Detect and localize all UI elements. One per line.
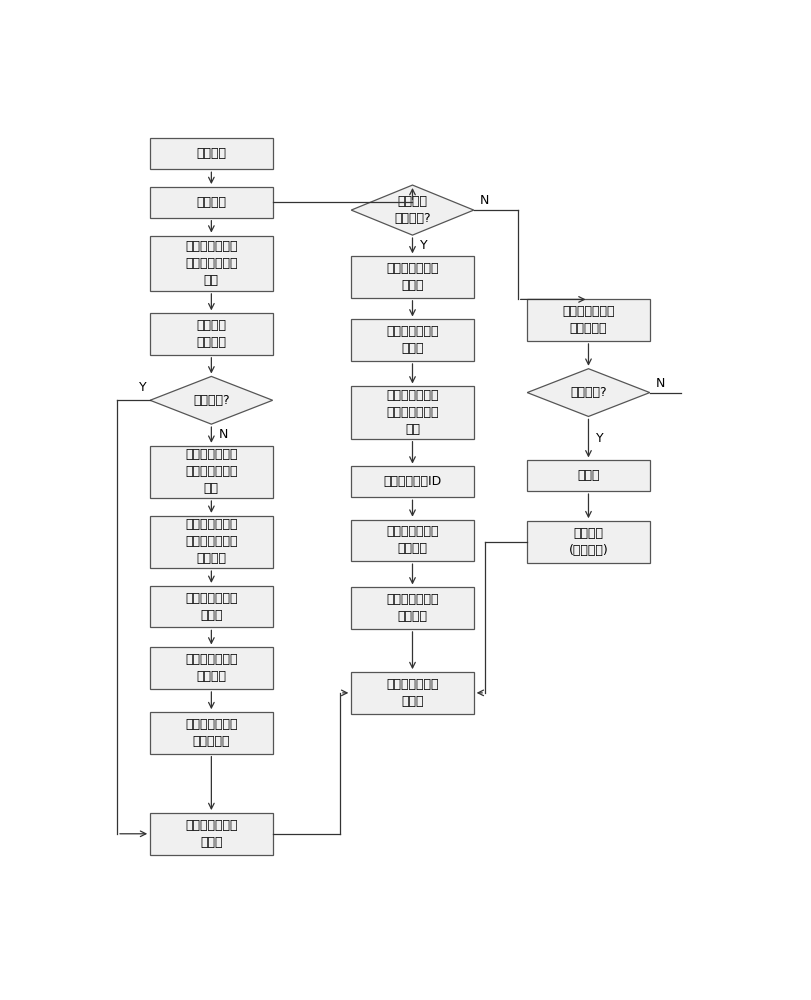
FancyBboxPatch shape [150,586,272,627]
FancyBboxPatch shape [150,712,272,754]
FancyBboxPatch shape [351,520,474,561]
Text: N: N [656,377,665,390]
Polygon shape [527,369,650,416]
Text: 判断各声源的粒
子退化程度: 判断各声源的粒 子退化程度 [562,305,615,335]
Text: Y: Y [596,432,603,445]
Text: 数量为零?: 数量为零? [193,394,230,407]
Text: 初始化新声源存
在概率以及活跃
概率: 初始化新声源存 在概率以及活跃 概率 [386,389,439,436]
FancyBboxPatch shape [150,516,272,568]
Text: 重采样: 重采样 [577,469,599,482]
FancyBboxPatch shape [150,187,272,218]
Text: Y: Y [139,381,147,394]
Text: 更新各声源的粒
子权重: 更新各声源的粒 子权重 [185,592,238,622]
Text: 开启新声源试用
期计时器: 开启新声源试用 期计时器 [386,593,439,623]
Text: 谱峰判定
为新声源?: 谱峰判定 为新声源? [394,195,431,225]
FancyBboxPatch shape [351,319,474,361]
Text: 检查当前
声源数量: 检查当前 声源数量 [196,319,226,349]
Text: 波束形成: 波束形成 [196,147,226,160]
Text: 监测跟踪声源活
跃状态并删除非
活跃声源: 监测跟踪声源活 跃状态并删除非 活跃声源 [185,518,238,565]
Text: 谱峰搜索: 谱峰搜索 [196,196,226,209]
FancyBboxPatch shape [150,647,272,689]
FancyBboxPatch shape [527,460,650,491]
FancyBboxPatch shape [351,256,474,298]
Text: 评估试用声源存
在概率并删除伪
声源: 评估试用声源存 在概率并删除伪 声源 [185,448,238,495]
Text: 预测各声源的粒
子状态: 预测各声源的粒 子状态 [386,678,439,708]
Text: 初始化新声源粒
子状态: 初始化新声源粒 子状态 [386,325,439,355]
Text: N: N [480,194,489,207]
FancyBboxPatch shape [351,386,474,439]
FancyBboxPatch shape [351,587,474,629]
FancyBboxPatch shape [527,521,650,563]
Text: 退化严重?: 退化严重? [570,386,607,399]
FancyBboxPatch shape [150,138,272,169]
Polygon shape [150,376,272,424]
FancyBboxPatch shape [150,446,272,498]
FancyBboxPatch shape [351,466,474,497]
FancyBboxPatch shape [527,299,650,341]
Text: 波束形成
(下一循环): 波束形成 (下一循环) [569,527,608,557]
Text: 预测各声源的先
验活跃概率: 预测各声源的先 验活跃概率 [185,718,238,748]
Text: 标记新声源进入
试用阶段: 标记新声源进入 试用阶段 [386,525,439,555]
FancyBboxPatch shape [150,236,272,291]
Text: N: N [219,428,228,441]
Text: 为新声源分配ID: 为新声源分配ID [384,475,442,488]
Text: 检测各谱峰的匹
配概率: 检测各谱峰的匹 配概率 [185,819,238,849]
FancyBboxPatch shape [351,672,474,714]
Text: Y: Y [420,239,427,252]
Text: 计算当前时刻各
声源位置: 计算当前时刻各 声源位置 [185,653,238,683]
Text: 激活新声源粒子
滤波器: 激活新声源粒子 滤波器 [386,262,439,292]
Polygon shape [351,185,474,235]
Text: 计算空间谱峰与
跟踪声源的匹配
概率: 计算空间谱峰与 跟踪声源的匹配 概率 [185,240,238,287]
FancyBboxPatch shape [150,313,272,355]
FancyBboxPatch shape [150,813,272,855]
